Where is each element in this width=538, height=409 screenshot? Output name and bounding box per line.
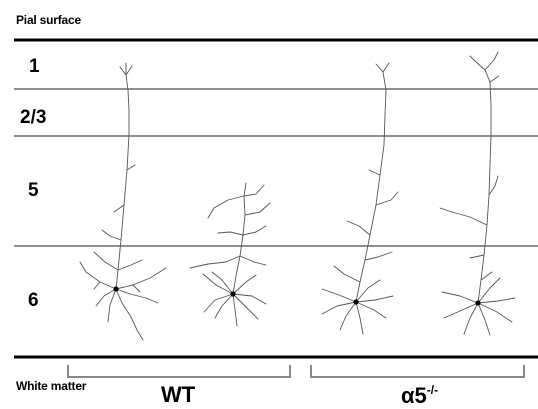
group-alpha5-knockout-label: α5-/- [401,384,438,407]
alpha5-knockout-bracket [310,365,525,378]
layer-5-label: 5 [28,180,39,201]
group-alpha5-superscript: -/- [426,383,439,397]
neuron-alpha5-1 [321,62,399,335]
layer-6-label: 6 [28,290,39,311]
group-alpha5-base: α5 [401,383,427,408]
group-wt-label: WT [161,382,196,407]
layer-1-label: 1 [29,56,40,77]
neuron-alpha5-2 [439,51,516,336]
pial-surface-label: Pial surface [16,13,81,27]
wt-bracket [67,365,291,378]
layer-2-3-label: 2/3 [20,107,47,128]
white-matter-label: White matter [16,379,87,393]
neuron-wt-2 [189,182,271,327]
neuron-wt-1 [79,62,167,341]
